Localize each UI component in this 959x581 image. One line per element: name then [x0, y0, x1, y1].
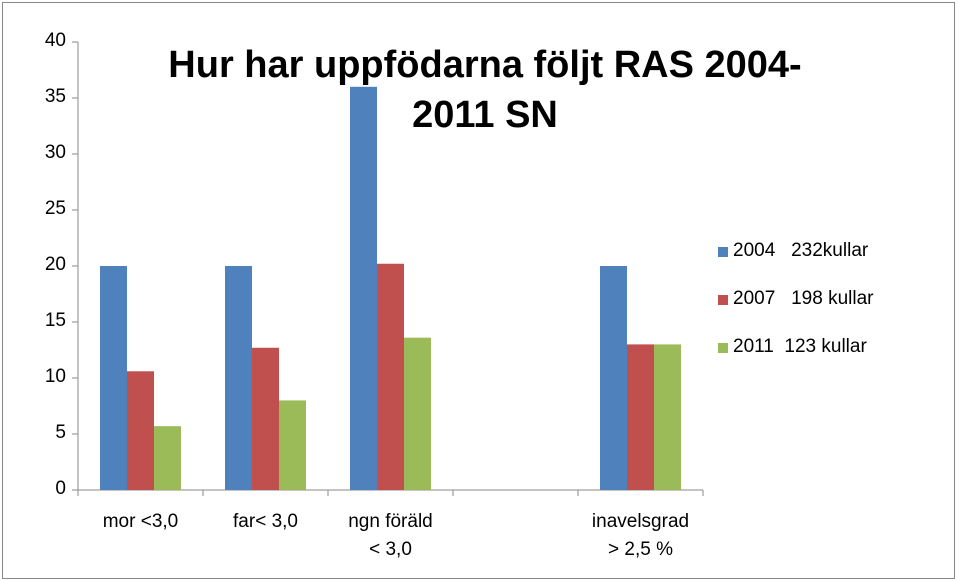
y-tick-label: 20	[44, 254, 66, 275]
bar	[225, 266, 252, 490]
legend-label: 2007 198 kullar	[733, 288, 874, 309]
bar	[100, 266, 127, 490]
x-tick-label: ngn föräld < 3,0	[348, 511, 433, 560]
y-tick-label: 25	[44, 198, 66, 219]
bar	[600, 266, 627, 490]
legend-swatch	[718, 343, 728, 353]
x-tick-label: inavelsgrad > 2,5 %	[591, 511, 690, 560]
legend-swatch	[718, 247, 728, 257]
legend-swatch	[718, 295, 728, 305]
legend-label: 2011 123 kullar	[733, 336, 867, 357]
bar	[127, 371, 154, 490]
y-tick-label: 15	[44, 310, 66, 331]
y-tick-label: 0	[55, 478, 66, 499]
bar	[377, 263, 404, 490]
y-tick-label: 10	[44, 366, 66, 387]
y-tick-label: 40	[44, 30, 66, 51]
y-tick-label: 5	[55, 422, 66, 443]
y-tick-label: 30	[44, 142, 66, 163]
bar	[252, 347, 279, 490]
x-tick-label: far< 3,0	[233, 511, 298, 532]
bar	[654, 344, 681, 490]
bar	[627, 344, 654, 490]
bar	[404, 337, 431, 490]
bar	[154, 426, 181, 490]
bar	[350, 86, 377, 491]
chart-title: Hur har uppfödarna följt RAS 2004- 2011 …	[168, 44, 802, 136]
bar	[279, 400, 306, 490]
y-tick-label: 35	[44, 86, 66, 107]
x-tick-label: mor <3,0	[102, 511, 179, 532]
legend-label: 2004 232kullar	[733, 240, 869, 261]
